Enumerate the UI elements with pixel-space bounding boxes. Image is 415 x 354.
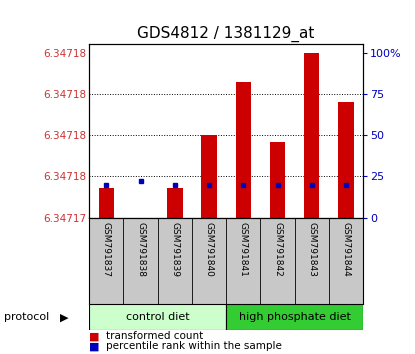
Text: protocol: protocol: [4, 312, 49, 322]
Bar: [338, 102, 354, 218]
Text: ■: ■: [89, 331, 100, 341]
Text: GSM791840: GSM791840: [205, 222, 214, 277]
Bar: [226, 304, 363, 330]
Bar: [89, 304, 226, 330]
Bar: [270, 142, 285, 218]
Text: GSM791837: GSM791837: [102, 222, 111, 277]
Title: GDS4812 / 1381129_at: GDS4812 / 1381129_at: [137, 25, 315, 41]
Bar: [236, 82, 251, 218]
Text: GSM791839: GSM791839: [170, 222, 179, 277]
Bar: [201, 135, 217, 218]
Bar: [304, 52, 320, 218]
Text: transformed count: transformed count: [106, 331, 203, 341]
Text: control diet: control diet: [126, 312, 190, 322]
Text: GSM791838: GSM791838: [136, 222, 145, 277]
Text: GSM791843: GSM791843: [307, 222, 316, 277]
Text: GSM791844: GSM791844: [342, 222, 351, 277]
Bar: [167, 188, 183, 218]
Text: ▶: ▶: [60, 312, 68, 322]
Text: GSM791841: GSM791841: [239, 222, 248, 277]
Text: high phosphate diet: high phosphate diet: [239, 312, 351, 322]
Text: GSM791842: GSM791842: [273, 222, 282, 277]
Text: ■: ■: [89, 341, 100, 351]
Bar: [99, 188, 114, 218]
Text: percentile rank within the sample: percentile rank within the sample: [106, 341, 282, 351]
